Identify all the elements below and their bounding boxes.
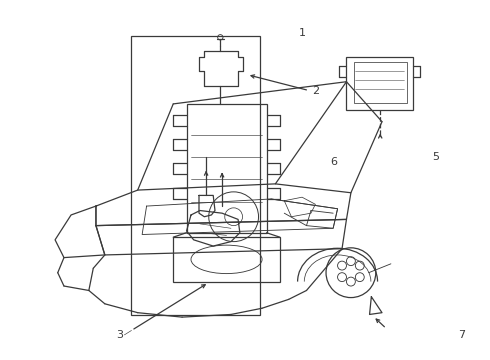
Text: 1: 1 — [298, 28, 306, 38]
Text: 3: 3 — [117, 330, 123, 340]
Text: 7: 7 — [458, 330, 466, 340]
Bar — [187, 104, 267, 233]
Bar — [131, 36, 260, 315]
Bar — [173, 237, 280, 282]
Text: 2: 2 — [312, 86, 319, 96]
Text: 5: 5 — [432, 152, 439, 162]
Bar — [354, 62, 407, 103]
Text: 6: 6 — [331, 157, 338, 167]
